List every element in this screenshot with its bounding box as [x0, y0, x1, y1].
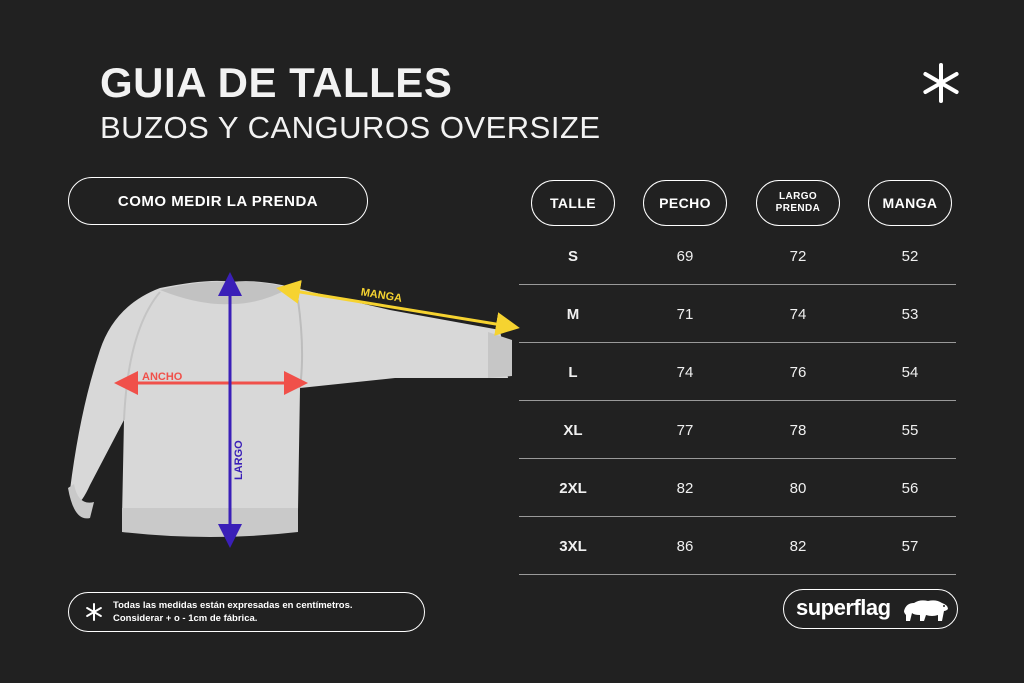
- header-sleeve: MANGA: [868, 180, 952, 226]
- cell-sleeve: 54: [901, 363, 919, 381]
- brand-logo: superflag: [783, 589, 958, 629]
- cell-length: 82: [789, 537, 807, 555]
- note-text: Todas las medidas están expresadas en ce…: [113, 599, 353, 625]
- header-length: LARGO PRENDA: [756, 180, 840, 226]
- cell-sleeve: 53: [901, 305, 919, 323]
- header-chest: PECHO: [643, 180, 727, 226]
- measurement-note: Todas las medidas están expresadas en ce…: [68, 592, 425, 632]
- cell-sleeve: 57: [901, 537, 919, 555]
- brand-name: superflag: [796, 595, 891, 620]
- table-row: 3XL 86 82 57: [519, 517, 956, 575]
- table-row: XL 77 78 55: [519, 401, 956, 459]
- sweatshirt-shape: [68, 280, 512, 537]
- cell-size: S: [567, 247, 578, 265]
- row-divider: [519, 342, 956, 343]
- row-divider: [519, 284, 956, 285]
- page-title: GUIA DE TALLES: [100, 59, 453, 106]
- cell-length: 72: [789, 247, 807, 265]
- table-row: S 69 72 52: [519, 227, 956, 285]
- page-subtitle: BUZOS Y CANGUROS OVERSIZE: [100, 110, 601, 145]
- cell-sleeve: 55: [901, 421, 919, 439]
- cell-chest: 74: [676, 363, 694, 381]
- cell-size: M: [566, 305, 580, 323]
- sweatshirt-illustration: MANGA ANCHO LARGO: [68, 272, 520, 548]
- cell-length: 80: [789, 479, 807, 497]
- asterisk-icon: [86, 603, 102, 621]
- cell-sleeve: 52: [901, 247, 919, 265]
- asterisk-icon: [923, 63, 959, 103]
- table-row: M 71 74 53: [519, 285, 956, 343]
- bear-icon: [904, 600, 948, 621]
- cell-length: 78: [789, 421, 807, 439]
- cell-size: L: [568, 363, 578, 381]
- row-divider: [519, 400, 956, 401]
- cell-length: 74: [789, 305, 807, 323]
- note-line-2: Considerar + o - 1cm de fábrica.: [113, 613, 258, 624]
- cell-chest: 77: [676, 421, 694, 439]
- header-length-line2: PRENDA: [775, 203, 821, 214]
- width-label: ANCHO: [142, 371, 183, 383]
- cell-size: XL: [563, 421, 583, 439]
- cell-chest: 86: [676, 537, 694, 555]
- note-line-1: Todas las medidas están expresadas en ce…: [113, 600, 353, 611]
- header-size: TALLE: [531, 180, 615, 226]
- row-divider: [519, 516, 956, 517]
- cell-size: 2XL: [559, 479, 587, 497]
- cell-chest: 71: [676, 305, 694, 323]
- cell-chest: 82: [676, 479, 694, 497]
- cell-sleeve: 56: [901, 479, 919, 497]
- cell-length: 76: [789, 363, 807, 381]
- row-divider: [519, 458, 956, 459]
- length-label: LARGO: [233, 440, 245, 480]
- row-divider: [519, 574, 956, 575]
- cell-size: 3XL: [559, 537, 587, 555]
- table-row: 2XL 82 80 56: [519, 459, 956, 517]
- cell-chest: 69: [676, 247, 694, 265]
- table-row: L 74 76 54: [519, 343, 956, 401]
- header-length-line1: LARGO: [778, 191, 818, 202]
- how-to-measure-label: COMO MEDIR LA PRENDA: [68, 177, 368, 225]
- sleeve-arrow: [276, 280, 520, 336]
